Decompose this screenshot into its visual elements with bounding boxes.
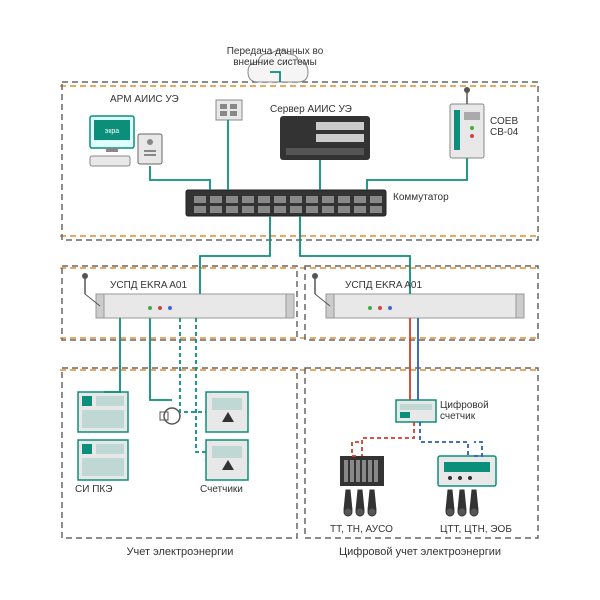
soev-device [450, 87, 484, 158]
ctt-label: ЦТТ, ЦТН, ЭОБ [440, 524, 512, 535]
switch-label: Коммутатор [393, 192, 449, 203]
transformers-left [344, 490, 376, 516]
switch-device [186, 190, 386, 216]
sipke-label: СИ ПКЭ [75, 484, 112, 495]
soev-label: СОЕВ СВ-04 [490, 116, 540, 138]
left-caption: Учет электроэнергии [100, 546, 260, 558]
meters-panels [206, 392, 248, 480]
digital-meter [396, 400, 436, 422]
top-label: Передача данных во внешние системы [195, 46, 355, 68]
meters-label: Счетчики [200, 484, 243, 495]
diagram-canvas: экра [0, 0, 600, 600]
uspd2-label: УСПД EKRA A01 [345, 280, 422, 291]
uspd1-label: УСПД EKRA A01 [110, 280, 187, 291]
bot-right [305, 368, 538, 538]
sensor-right [438, 456, 496, 486]
tt-label: ТТ, ТН, АУСО [330, 524, 393, 535]
transformers-right [446, 490, 478, 516]
digital-meter-label: Цифровой счетчик [440, 400, 500, 422]
sipke-panels [78, 392, 128, 480]
socket-icon [160, 408, 180, 424]
sensor-left [340, 456, 384, 486]
arm-label: АРМ АИИС УЭ [110, 94, 179, 105]
arm-device: экра [90, 116, 162, 166]
svg-text:экра: экра [105, 128, 120, 135]
server-label: Сервер АИИС УЭ [270, 104, 352, 115]
right-caption: Цифровой учет электроэнергии [320, 546, 520, 558]
wall-plate-icon [216, 100, 242, 120]
server-device [280, 116, 370, 160]
